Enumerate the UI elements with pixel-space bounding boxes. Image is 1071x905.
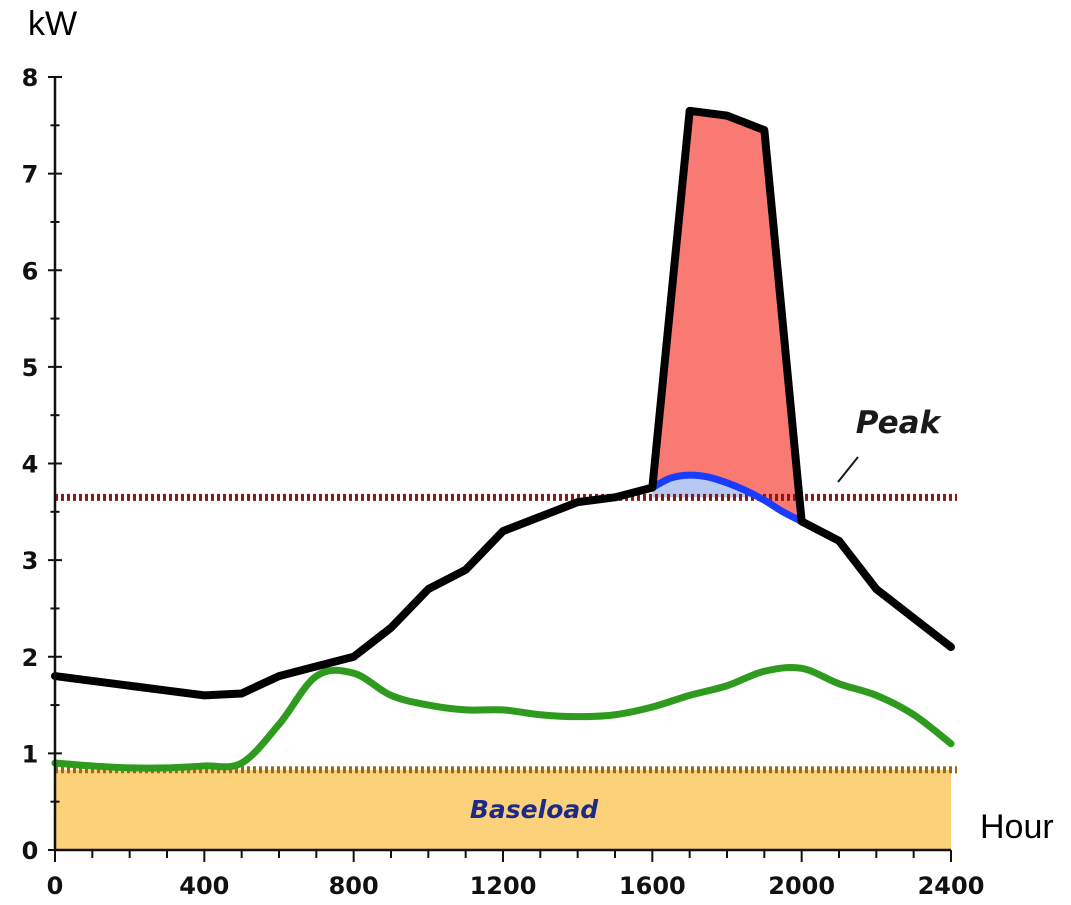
y-tick-label: 6 (22, 257, 39, 285)
baseload-label: Baseload (470, 795, 599, 824)
baseload-band (55, 769, 951, 850)
x-tick-label: 0 (47, 872, 64, 900)
peak-region (652, 110, 802, 522)
x-tick-label: 400 (179, 872, 229, 900)
peak-label-leader (837, 456, 859, 483)
x-tick-label: 2000 (768, 872, 835, 900)
managed-load-line (648, 471, 806, 525)
y-tick-label: 8 (22, 64, 39, 92)
reference-lines-layer (55, 456, 957, 774)
y-tick-label: 7 (22, 161, 39, 189)
y-axis-label: kW (28, 5, 77, 43)
series-layer (51, 106, 955, 772)
total-load-line (51, 106, 955, 700)
labels-layer: kW Hour Peak Baseload (28, 5, 1054, 846)
peak-label: Peak (856, 405, 943, 441)
y-tick-label: 1 (22, 740, 39, 768)
x-tick-label: 1600 (619, 872, 686, 900)
fills-layer (55, 110, 951, 850)
y-tick-label: 4 (22, 451, 39, 479)
x-tick-label: 1200 (470, 872, 537, 900)
axes-layer: 0 1 2 3 4 5 6 7 8 0 400 800 1200 1600 2000 2400 (22, 64, 985, 900)
y-tick-label: 0 (22, 837, 39, 865)
x-tick-label: 2400 (918, 872, 985, 900)
y-tick-label: 2 (22, 644, 39, 672)
y-tick-label: 5 (22, 354, 39, 382)
y-tick-label: 3 (22, 547, 39, 575)
x-axis-label: Hour (980, 808, 1054, 846)
x-tick-label: 800 (329, 872, 379, 900)
baseline-load-line (51, 664, 955, 772)
